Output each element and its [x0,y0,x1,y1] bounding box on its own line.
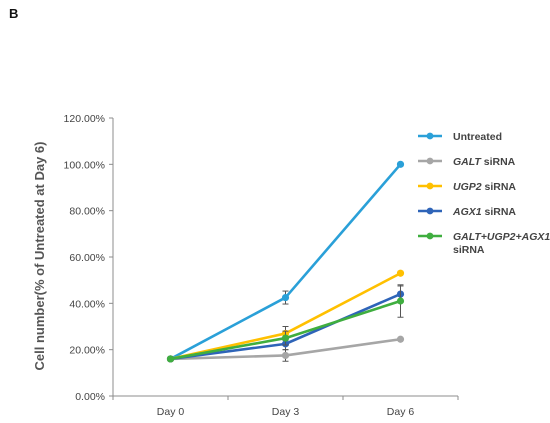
y-tick-label: 80.00% [69,206,105,218]
x-tick-labels: Day 0 Day 3 Day 6 [157,406,415,418]
legend-label-line2: siRNA [453,244,485,256]
legend-suffix: siRNA [481,156,516,168]
y-tick-label: 0.00% [75,391,105,403]
y-tick-label: 40.00% [69,298,105,310]
legend-suffix: siRNA [482,181,517,193]
y-tick-label: 20.00% [69,345,105,357]
chart-axes [109,117,459,400]
x-tick-label: Day 6 [387,406,415,418]
legend-item: UGP2 siRNA [418,181,516,193]
series-5 [166,284,405,363]
legend-gene: GALT+UGP2+AGX1 [453,231,550,243]
y-tick-labels: 0.00% 20.00% 40.00% 60.00% 80.00% 100.00% 120.… [64,113,105,403]
legend-label: GALT siRNA [453,156,516,168]
x-tick-label: Day 0 [157,406,185,418]
data-point [396,297,405,305]
legend-item: Untreated [418,131,502,143]
y-tick-label: 120.00% [64,113,105,125]
data-point [396,269,405,277]
legend-gene: UGP2 [453,181,482,193]
y-tick-label: 100.00% [64,159,105,171]
legend-gene: AGX1 [452,206,482,218]
legend-swatch-marker [426,232,434,240]
x-tick-label: Day 3 [272,406,300,418]
legend-label: AGX1 siRNA [452,206,516,218]
data-point [281,293,290,302]
legend-label: GALT+UGP2+AGX1 [453,231,550,243]
legend-label: UGP2 siRNA [453,181,516,193]
data-point [166,355,175,363]
panel-label: B [9,6,19,21]
legend-swatch-marker [426,157,434,165]
legend-swatch-marker [426,182,434,190]
data-point [281,334,290,342]
legend-swatch-marker [426,132,434,140]
data-point [396,335,405,343]
data-point [281,351,290,360]
series-group [166,160,405,363]
legend-item: AGX1 siRNA [418,206,516,218]
legend-swatch-marker [426,207,434,215]
legend-suffix: Untreated [453,131,502,143]
data-point [396,160,405,168]
legend-suffix: siRNA [482,206,517,218]
legend-gene: GALT [453,156,482,168]
legend-label: Untreated [453,131,502,143]
y-tick-label: 60.00% [69,252,105,264]
legend-item: GALT siRNA [418,156,516,168]
y-axis-label: Cell number(% of Untreated at Day 6) [32,142,47,371]
